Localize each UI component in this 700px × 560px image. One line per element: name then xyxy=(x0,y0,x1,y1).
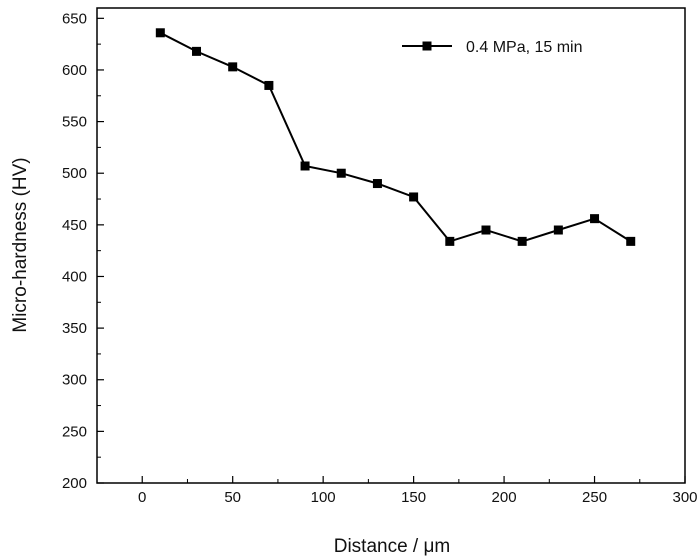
y-tick-label: 300 xyxy=(62,372,87,389)
y-tick-label: 600 xyxy=(62,62,87,79)
legend: 0.4 MPa, 15 min xyxy=(402,39,583,56)
data-point xyxy=(481,225,491,235)
data-point xyxy=(300,161,310,171)
x-tick-label: 100 xyxy=(311,489,336,506)
series-line xyxy=(159,31,632,243)
series-layer xyxy=(155,28,636,246)
x-tick-label: 50 xyxy=(224,489,241,506)
x-tick-label: 200 xyxy=(492,489,517,506)
data-point xyxy=(228,62,238,72)
x-tick-label: 300 xyxy=(672,489,697,506)
legend-label: 0.4 MPa, 15 min xyxy=(466,39,583,56)
data-point xyxy=(372,179,382,189)
x-axis-label: Distance / μm xyxy=(334,536,451,557)
data-point xyxy=(409,192,419,202)
y-tick-label: 400 xyxy=(62,268,87,285)
x-tick-label: 150 xyxy=(401,489,426,506)
data-point xyxy=(517,236,527,246)
data-point xyxy=(553,225,563,235)
y-tick-label: 500 xyxy=(62,165,87,182)
y-tick-label: 450 xyxy=(62,217,87,234)
data-point xyxy=(264,80,274,90)
axis-ticks xyxy=(97,17,686,484)
plot-frame xyxy=(96,7,686,484)
tick-labels: 0 50 100 150 200 250 300 200 250 300 350 400 450 500 5… xyxy=(62,10,698,506)
y-tick-label: 350 xyxy=(62,320,87,337)
x-tick-label: 250 xyxy=(582,489,607,506)
y-tick-label: 650 xyxy=(62,10,87,27)
data-point xyxy=(155,28,165,38)
data-point xyxy=(626,236,636,246)
y-tick-label: 250 xyxy=(62,423,87,440)
data-point xyxy=(336,168,346,178)
x-tick-label: 0 xyxy=(138,489,146,506)
y-tick-label: 200 xyxy=(62,475,87,492)
y-tick-label: 550 xyxy=(62,114,87,131)
data-point xyxy=(445,236,455,246)
data-point xyxy=(590,214,600,224)
y-axis-label: Micro-hardness (HV) xyxy=(10,157,31,332)
legend-marker xyxy=(422,41,432,51)
data-point xyxy=(192,46,202,56)
